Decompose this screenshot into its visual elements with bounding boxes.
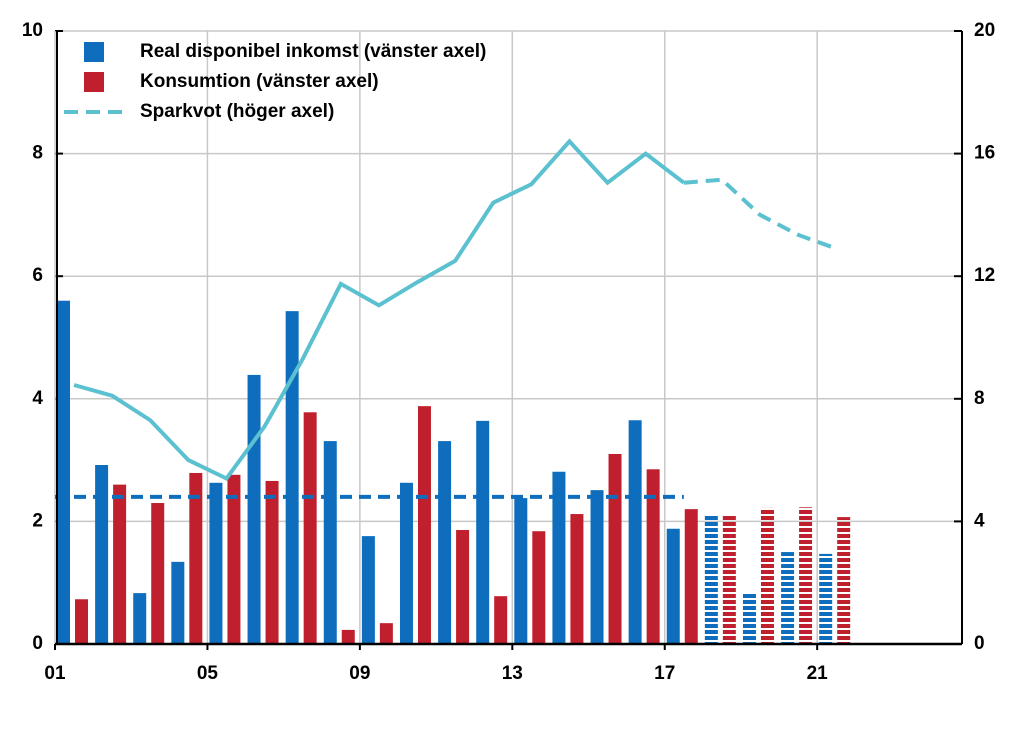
bar: [189, 472, 203, 644]
x-tick-label: 21: [807, 663, 829, 684]
bar: [837, 517, 851, 644]
bar: [476, 420, 490, 644]
bar: [438, 441, 452, 644]
bar: [684, 509, 698, 644]
bar: [323, 441, 337, 644]
bar: [494, 596, 508, 644]
line: [73, 138, 686, 482]
y2-tick-label: 16: [974, 143, 995, 164]
bar: [95, 465, 109, 644]
bar: [303, 412, 317, 644]
bar: [379, 623, 393, 644]
x-tick-label: 17: [654, 663, 675, 684]
x-tick-label: 05: [197, 663, 219, 684]
x-tick-label: 01: [44, 663, 66, 684]
bar: [666, 528, 680, 644]
x-tick-label: 13: [502, 663, 523, 684]
y-tick-label: 4: [32, 388, 43, 409]
bar: [628, 420, 642, 644]
y2-tick-label: 4: [974, 510, 985, 531]
y-tick-label: 8: [32, 143, 43, 164]
bar: [113, 484, 127, 644]
bar: [819, 553, 833, 644]
bar: [570, 514, 584, 644]
bar: [514, 498, 528, 644]
legend-label: Real disponibel inkomst (vänster axel): [140, 41, 486, 62]
bar: [532, 531, 546, 644]
y-tick-label: 10: [22, 20, 43, 41]
bar: [247, 374, 261, 644]
bar: [133, 593, 147, 644]
bar: [608, 453, 622, 644]
legend-swatch: [84, 72, 104, 92]
bar: [265, 480, 279, 644]
bar: [285, 311, 299, 644]
bar: [590, 490, 604, 644]
legend-label: Konsumtion (vänster axel): [140, 71, 379, 92]
bar: [209, 482, 223, 644]
legend-label: Sparkvot (höger axel): [140, 101, 334, 122]
bar: [781, 552, 795, 644]
bar: [799, 507, 813, 644]
bar: [341, 629, 355, 644]
y-tick-label: 6: [32, 265, 43, 286]
legend-swatch: [84, 42, 104, 62]
y2-tick-label: 12: [974, 265, 995, 286]
y2-tick-label: 0: [974, 633, 985, 654]
line-forecast: [683, 177, 837, 251]
bar: [227, 474, 241, 644]
bar: [552, 471, 566, 644]
bar: [151, 503, 165, 644]
x-tick-label: 09: [349, 663, 370, 684]
y2-tick-label: 8: [974, 388, 985, 409]
bar: [646, 469, 660, 644]
bar: [361, 536, 375, 644]
bar: [722, 514, 736, 644]
bar: [399, 482, 413, 644]
bar: [75, 599, 88, 644]
bar: [57, 300, 70, 644]
bar: [171, 561, 185, 644]
bar: [760, 507, 774, 644]
bar: [742, 593, 756, 644]
y-tick-label: 2: [32, 510, 43, 531]
bar: [704, 514, 718, 644]
bar: [417, 406, 431, 644]
y-tick-label: 0: [32, 633, 43, 654]
y2-tick-label: 20: [974, 20, 995, 41]
bar: [456, 529, 470, 644]
